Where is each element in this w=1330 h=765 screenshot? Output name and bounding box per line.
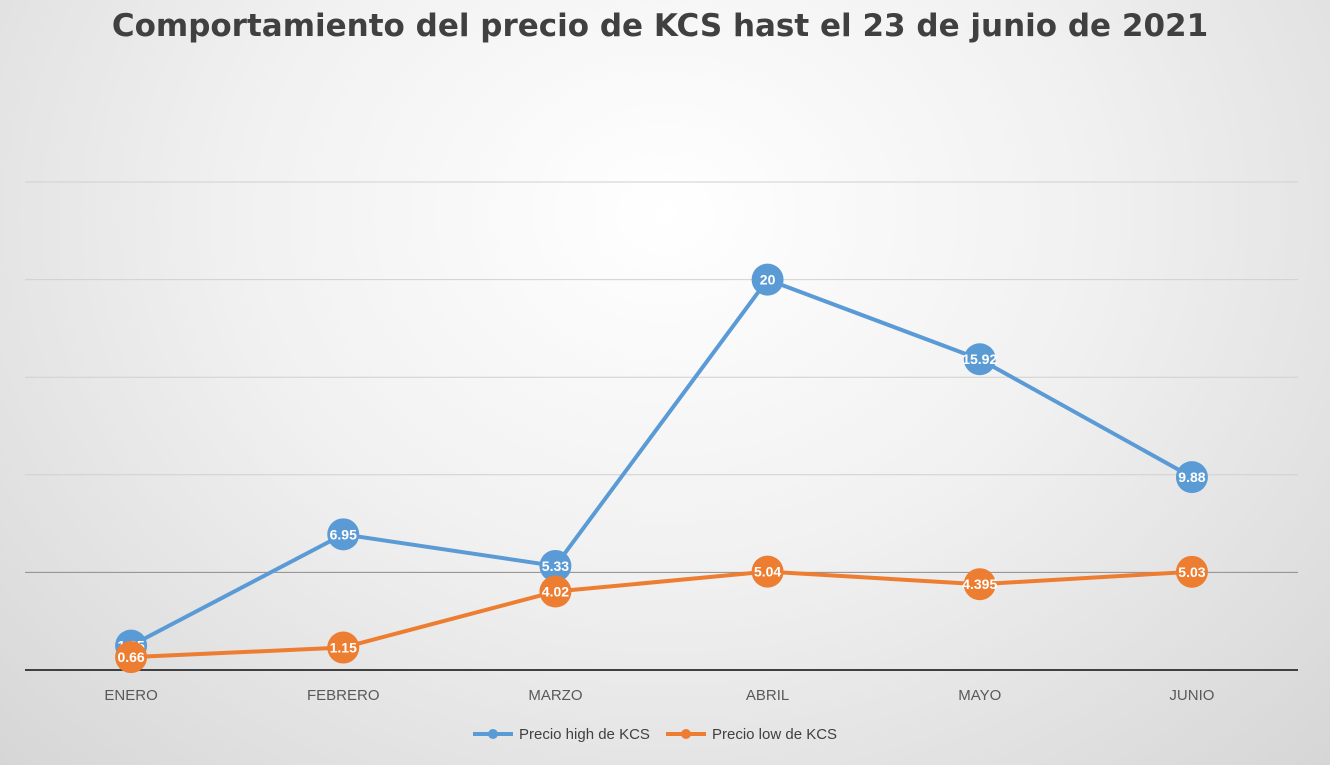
x-tick-label: FEBRERO [307, 687, 380, 704]
legend-marker [681, 729, 691, 739]
data-point [115, 641, 148, 674]
data-point [963, 568, 996, 601]
legend: Precio high de KCS Precio low de KCS [473, 726, 837, 743]
data-label: 0.66 [117, 649, 144, 665]
data-label: 9.88 [1178, 469, 1205, 485]
chart-title: Comportamiento del precio de KCS hast el… [111, 8, 1209, 44]
data-point [539, 549, 572, 582]
legend-item: Precio high de KCS [473, 726, 650, 743]
data-point [327, 518, 360, 551]
data-point [751, 555, 784, 588]
data-label: 15.92 [962, 351, 997, 367]
legend-item: Precio low de KCS [666, 726, 837, 743]
x-tick-label: ABRIL [746, 687, 789, 704]
series-low: 0.66 1.15 4.02 5.04 4.395 5.03 [115, 555, 1208, 674]
x-tick-label: JUNIO [1169, 687, 1214, 704]
legend-marker [488, 729, 498, 739]
series-layer: 1.256.955.332015.929.880.661.154.025.044… [115, 263, 1208, 674]
data-label: 20 [760, 272, 776, 288]
data-label: 6.95 [330, 526, 357, 542]
legend-label: Precio low de KCS [712, 726, 837, 743]
data-label: 4.02 [542, 584, 569, 600]
data-label: 5.33 [542, 558, 569, 574]
data-point [751, 263, 784, 296]
series-line [129, 569, 1194, 660]
x-tick-label: ENERO [104, 687, 157, 704]
gridlines [25, 181, 1298, 573]
data-point [327, 631, 360, 664]
legend-label: Precio high de KCS [519, 726, 650, 743]
data-point [539, 575, 572, 608]
data-point [963, 343, 996, 376]
data-label: 5.04 [754, 564, 781, 580]
data-label: 5.03 [1178, 564, 1205, 580]
data-label: 1.15 [330, 640, 357, 656]
data-point [1175, 555, 1208, 588]
x-tick-label: MARZO [528, 687, 582, 704]
x-tick-label: MAYO [958, 687, 1001, 704]
data-point [1175, 461, 1208, 494]
series-line [129, 277, 1194, 648]
x-axis: ENERO FEBRERO MARZO ABRIL MAYO JUNIO [25, 669, 1298, 704]
data-label: 4.395 [962, 576, 997, 592]
